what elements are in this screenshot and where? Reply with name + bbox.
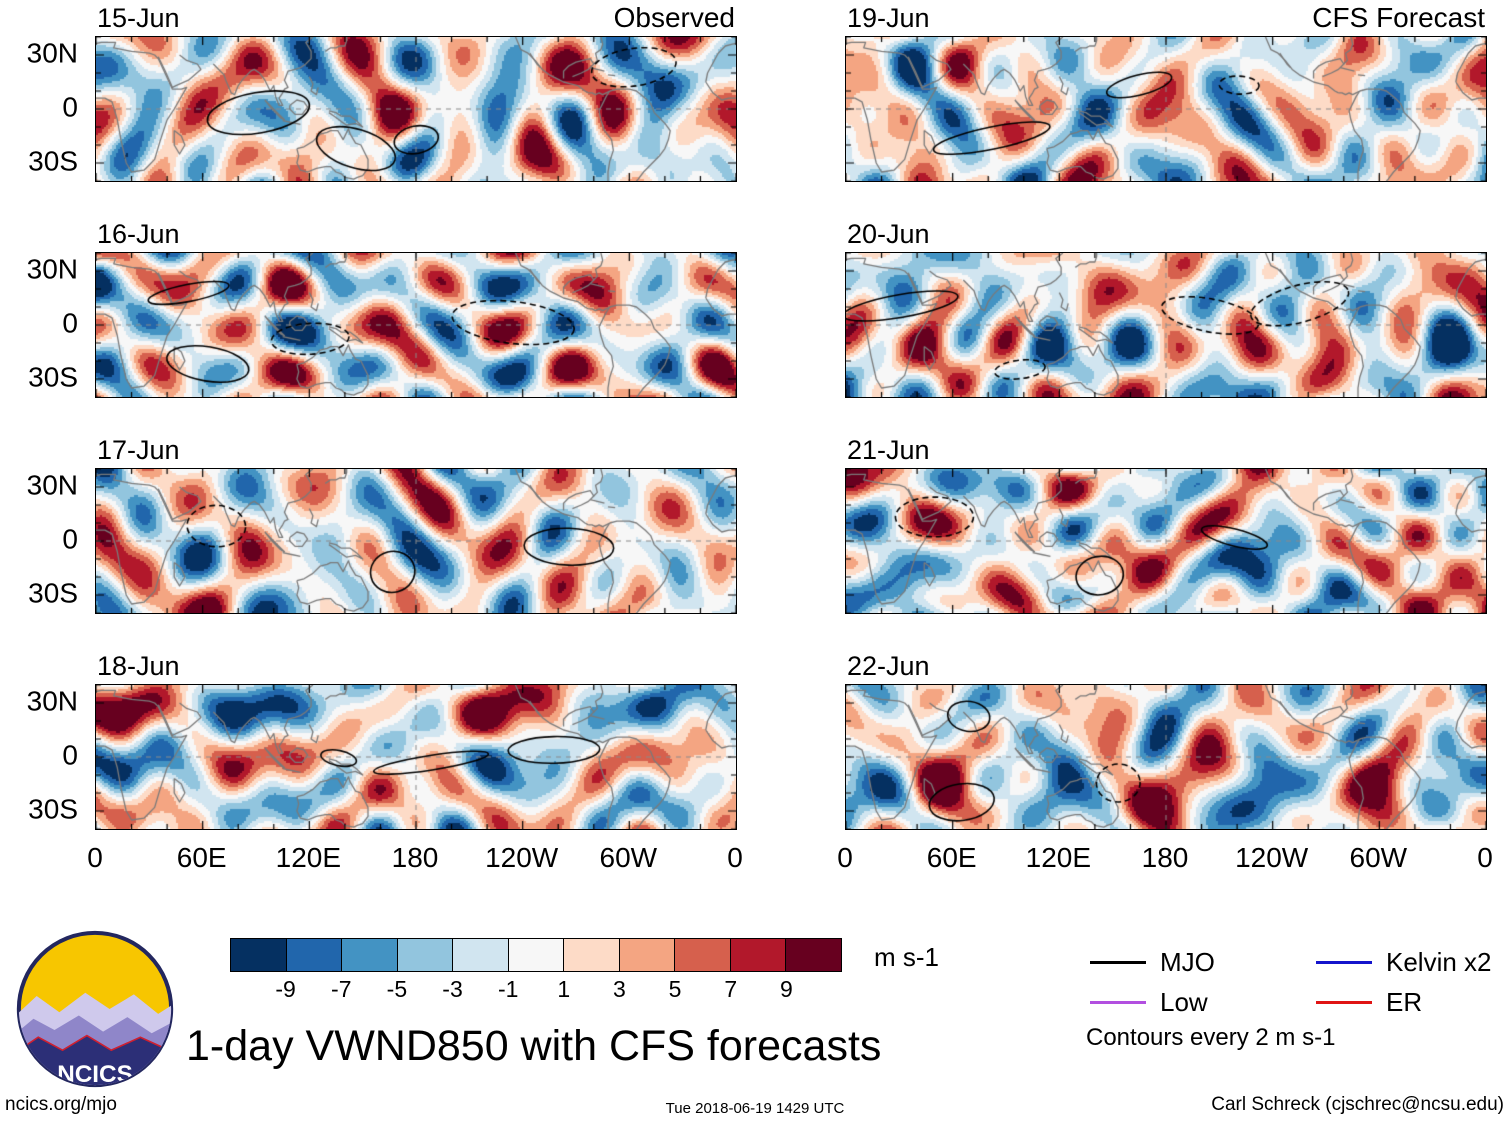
x-tick: 0	[837, 842, 853, 873]
contour-interval-note: Contours every 2 m s-1	[1086, 1024, 1336, 1051]
colorbar-cell	[785, 939, 842, 971]
colorbar-cell	[231, 939, 286, 971]
panel-date-label: 22-Jun	[847, 651, 930, 681]
panel-date-label: 21-Jun	[847, 435, 930, 465]
colorbar-tick-label: -7	[331, 976, 352, 1002]
y-tick-0: 0	[62, 739, 78, 771]
colorbar-cell	[674, 939, 730, 971]
colorbar-cell	[507, 939, 564, 971]
column-header-observed: Observed	[613, 2, 735, 33]
x-tick: 180	[391, 842, 439, 873]
colorbar-cell	[618, 939, 675, 971]
figure-title: 1-day VWND850 with CFS forecasts	[186, 1022, 882, 1070]
y-axis-labels: 30N 0 30S	[8, 252, 88, 396]
panel-date-label: 17-Jun	[97, 435, 180, 465]
panel-date-label: 16-Jun	[97, 219, 180, 249]
y-tick-0: 0	[62, 307, 78, 339]
colorbar-tick-label: 5	[668, 976, 682, 1002]
map-canvas-observed-17jun	[95, 468, 737, 614]
y-tick-30s: 30S	[28, 793, 78, 825]
colorbar-cell	[396, 939, 453, 971]
y-axis-labels: 30N 0 30S	[8, 36, 88, 180]
panel-date-label: 19-Jun	[847, 3, 930, 33]
x-tick: 0	[87, 842, 103, 873]
x-tick: 60W	[1349, 842, 1408, 873]
legend-item-mjo: MJO	[1090, 946, 1215, 977]
y-tick-30s: 30S	[28, 145, 78, 177]
colorbar-cell	[563, 939, 619, 971]
y-tick-30n: 30N	[26, 253, 78, 285]
map-canvas-forecast-21jun	[845, 468, 1487, 614]
footer-credit: Carl Schreck (cjschrec@ncsu.edu)	[1211, 1094, 1504, 1115]
mjo-line-swatch	[1090, 960, 1146, 964]
legend-item-low: Low	[1090, 986, 1208, 1017]
colorbar-tick-label: 7	[724, 976, 738, 1002]
kelvin-line-swatch	[1316, 960, 1372, 964]
map-canvas-observed-18jun	[95, 684, 737, 830]
panel-date-label: 18-Jun	[97, 651, 180, 681]
colorbar-tick-label: 3	[613, 976, 626, 1002]
colorbar-tick-label: -5	[386, 976, 408, 1002]
y-tick-30s: 30S	[28, 577, 78, 609]
er-line-swatch	[1316, 1000, 1372, 1004]
colorbar-units-label: m s-1	[874, 942, 939, 972]
map-canvas-observed-15jun	[95, 36, 737, 182]
x-tick: 0	[727, 842, 743, 873]
panel-date-label: 15-Jun	[97, 3, 180, 33]
x-tick: 120E	[1025, 842, 1092, 873]
legend-item-er: ER	[1316, 986, 1423, 1017]
x-axis-labels-right: 0 60E 120E 180 120W 60W 0	[837, 842, 1493, 876]
colorbar	[230, 938, 842, 972]
colorbar-tick-label: -9	[275, 976, 296, 1002]
y-tick-0: 0	[62, 523, 78, 555]
y-tick-30n: 30N	[26, 685, 78, 717]
y-axis-labels: 30N 0 30S	[8, 468, 88, 612]
colorbar-cell	[729, 939, 786, 971]
panel-date-label: 20-Jun	[847, 219, 930, 249]
y-tick-30n: 30N	[26, 37, 78, 69]
x-tick: 120W	[485, 842, 559, 873]
x-tick: 60E	[176, 842, 227, 873]
legend-label: Kelvin x2	[1386, 946, 1492, 977]
y-tick-30n: 30N	[26, 469, 78, 501]
colorbar-cell	[452, 939, 508, 971]
legend-label: MJO	[1160, 946, 1215, 977]
x-tick: 120E	[275, 842, 342, 873]
ncics-logo: NCICS	[14, 928, 176, 1095]
low-line-swatch	[1090, 1000, 1146, 1004]
map-canvas-observed-16jun	[95, 252, 737, 398]
colorbar-tick-label: 9	[779, 976, 793, 1002]
colorbar-labels: -9 -7 -5 -3 -1 1 3 5 7 9	[230, 976, 842, 1002]
ncics-logo-text: NCICS	[57, 1061, 133, 1088]
legend-label: ER	[1386, 986, 1423, 1017]
map-canvas-forecast-22jun	[845, 684, 1487, 830]
ncics-logo-image: NCICS	[16, 930, 174, 1088]
colorbar-cell	[341, 939, 397, 971]
y-tick-0: 0	[62, 91, 78, 123]
footer-url: ncics.org/mjo	[5, 1094, 117, 1115]
footer-timestamp: Tue 2018-06-19 1429 UTC	[665, 1100, 845, 1117]
column-header-forecast: CFS Forecast	[1312, 2, 1485, 33]
y-tick-30s: 30S	[28, 361, 78, 393]
colorbar-cell	[285, 939, 342, 971]
colorbar-tick-label: -3	[442, 976, 463, 1002]
x-tick: 0	[1477, 842, 1493, 873]
x-tick: 120W	[1235, 842, 1309, 873]
y-axis-labels: 30N 0 30S	[8, 684, 88, 828]
map-canvas-forecast-19jun	[845, 36, 1487, 182]
x-tick: 60W	[599, 842, 658, 873]
x-axis-labels-left: 0 60E 120E 180 120W 60W 0	[87, 842, 743, 876]
legend-label: Low	[1160, 986, 1208, 1017]
map-canvas-forecast-20jun	[845, 252, 1487, 398]
legend-item-kelvin: Kelvin x2	[1316, 946, 1492, 977]
x-tick: 180	[1141, 842, 1189, 873]
colorbar-tick-label: -1	[497, 976, 519, 1002]
colorbar-tick-label: 1	[557, 976, 571, 1002]
x-tick: 60E	[926, 842, 977, 873]
